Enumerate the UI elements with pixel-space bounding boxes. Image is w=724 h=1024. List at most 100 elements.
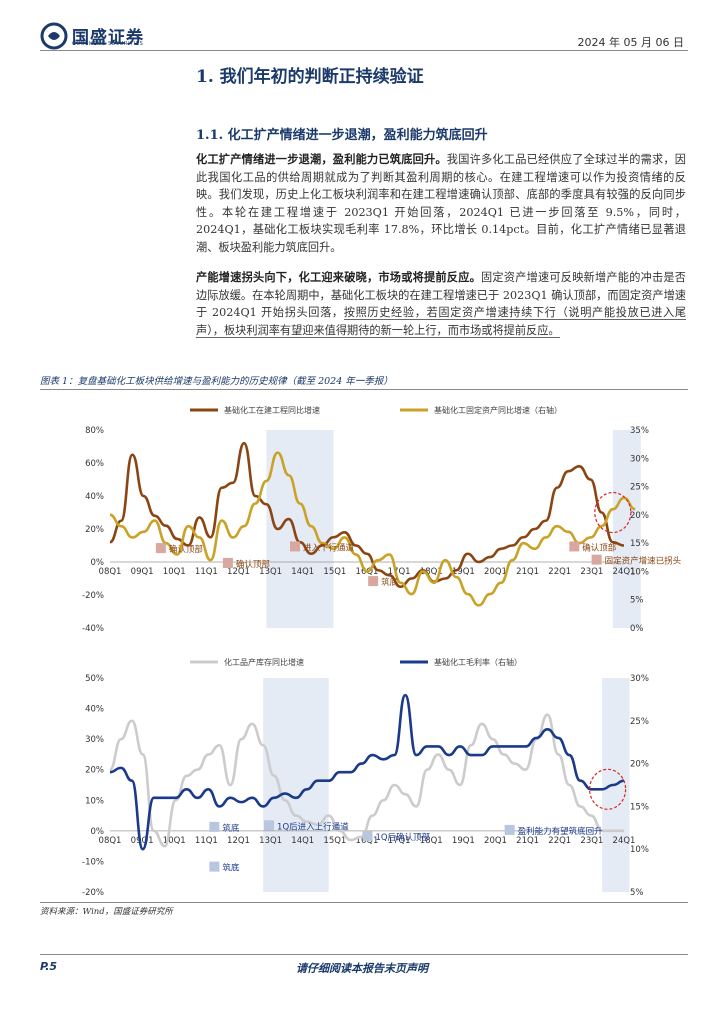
x-tick-label: 17Q1 [388,567,411,577]
y-right-tick-label: 35% [630,426,649,436]
section-heading: 1. 我们年初的判断正持续验证 [196,67,424,87]
footer-disclaimer: 请仔细阅读本报告末页声明 [296,962,428,975]
x-tick-label: 22Q1 [548,567,571,577]
annotation-arrow-icon [504,824,515,835]
figure-caption: 图表 1：复盘基础化工板块供给增速与盈利能力的历史规律（截至 2024 年一季报… [40,376,393,387]
y-left-tick-label: 0% [91,558,105,568]
series-line-1-1 [109,693,625,851]
x-tick-label: 23Q1 [580,836,603,846]
y-right-tick-label: 25% [630,483,649,493]
subsection-heading: 1.1. 化工扩产情绪进一步退潮，盈利能力筑底回升 [196,128,488,143]
x-tick-label: 11Q1 [195,836,218,846]
y-right-tick-label: 0% [630,624,644,634]
paragraph-1: 化工扩产情绪进一步退潮，盈利能力已筑底回升。我国许多化工品已经供应了全球过半的需… [196,151,686,256]
annotation-label: 1Q后进入上行通道 [277,821,349,832]
legend-label: 基础化工固定资产同比增速（右轴） [434,405,562,415]
x-tick-label: 24Q1 [613,567,636,577]
x-tick-label: 21Q1 [516,567,539,577]
annotation-arrow-icon [209,861,220,872]
y-left-tick-label: -40% [82,624,104,634]
paragraph-2-body: 固定资产增速可反映新增产能的冲击是否边际放缓。在本轮周期中，基础化工板块的在建工… [196,271,686,319]
annotation-label: 盈利能力有望筑底回升 [518,826,604,837]
highlight-circle [588,768,627,810]
y-left-tick-label: -20% [82,591,104,601]
x-tick-label: 09Q1 [131,567,154,577]
annotation-arrow-icon [289,541,300,552]
x-tick-label: 20Q1 [484,836,507,846]
y-right-tick-label: 25% [630,717,649,727]
annotation-arrow-icon [155,543,166,554]
annotation-label: 确认顶部 [236,559,271,570]
y-left-tick-label: 50% [85,674,104,684]
x-tick-label: 23Q1 [580,567,603,577]
x-tick-label: 18Q1 [420,836,443,846]
header-divider [40,50,688,51]
annotation-label: 1Q后确认顶部 [375,832,430,843]
paragraph-2: 产能增速拐头向下，化工迎来破晓，市场或将提前反应。固定资产增速可反映新增产能的冲… [196,269,687,339]
logo-text: 国盛证券 [72,28,144,48]
annotation-arrow-icon [222,557,233,568]
y-right-tick-label: 20% [630,760,649,770]
x-tick-label: 15Q1 [323,567,346,577]
annotation-label: 确认顶部 [582,542,617,553]
annotation-arrow-icon [368,576,379,587]
y-right-tick-label: 15% [630,539,649,549]
y-right-tick-label: 30% [630,674,649,684]
x-tick-label: 18Q1 [420,567,443,577]
y-left-tick-label: 20% [85,766,104,776]
legend-label: 基础化工毛利率（右轴） [434,657,522,667]
y-left-tick-label: -20% [82,888,104,898]
x-tick-label: 21Q1 [516,836,539,846]
x-tick-label: 17Q1 [388,836,411,846]
annotation-arrow-icon [569,541,580,552]
y-right-tick-label: 10% [630,845,649,855]
x-tick-label: 15Q1 [323,836,346,846]
annotation-arrow-icon [362,831,373,842]
y-left-tick-label: 40% [85,492,104,502]
legend-label: 基础化工在建工程同比增速 [224,405,320,415]
x-tick-label: 11Q1 [195,567,218,577]
y-right-tick-label: 5% [630,596,644,606]
page-number: P.5 [40,960,58,973]
annotation-label: 进入下行通道 [303,542,355,553]
y-right-tick-label: 30% [630,454,649,464]
y-left-tick-label: 20% [85,525,104,535]
logo-mark [40,22,68,50]
report-date: 2024 年 05 月 06 日 [577,36,684,49]
shaded-period-0-1 [612,430,641,628]
x-tick-label: 24Q1 [613,836,636,846]
x-tick-label: 13Q1 [259,836,282,846]
x-tick-label: 19Q1 [452,567,475,577]
x-tick-label: 10Q1 [163,567,186,577]
x-tick-label: 09Q1 [131,836,154,846]
paragraph-2-underlined: 按照历史经验，若固定资产增速持续下行（说明产能投放已进入尾声），板块利润率有望迎… [196,306,687,338]
highlight-circle [594,491,632,534]
x-tick-label: 08Q1 [99,567,122,577]
annotation-arrow-icon [591,554,602,565]
y-left-tick-label: 30% [85,735,104,745]
logo-subtitle: GUOSHENG SECURITIES [72,41,144,47]
y-left-tick-label: -10% [82,857,104,867]
x-tick-label: 08Q1 [99,836,122,846]
annotation-label: 确认顶部 [169,544,204,555]
figure-source: 资料来源：Wind，国盛证券研究所 [40,907,173,917]
y-left-tick-label: 0% [91,827,105,837]
figure-charts: 80% 60% 40% 20% 0% -20% -40% 35% 30% 25% 20% 15% 10%… [82,405,682,898]
x-tick-label: 20Q1 [484,567,507,577]
shaded-period-1-0 [263,678,329,892]
annotation-label: 筑底 [222,863,240,874]
x-tick-label: 19Q1 [452,836,475,846]
y-left-tick-label: 80% [85,426,104,436]
y-left-tick-label: 10% [85,796,104,806]
annotation-arrow-icon [209,821,220,832]
x-tick-label: 14Q1 [291,567,314,577]
annotation-arrow-icon [264,820,275,831]
footer-divider [40,954,688,955]
y-right-tick-label: 5% [630,888,644,898]
annotation-label: 固定资产增速已拐头 [605,556,682,567]
x-tick-label: 12Q1 [227,567,250,577]
y-left-tick-label: 40% [85,705,104,715]
x-tick-label: 10Q1 [163,836,186,846]
annotation-label: 筑底 [222,823,240,834]
source-divider [40,902,688,903]
